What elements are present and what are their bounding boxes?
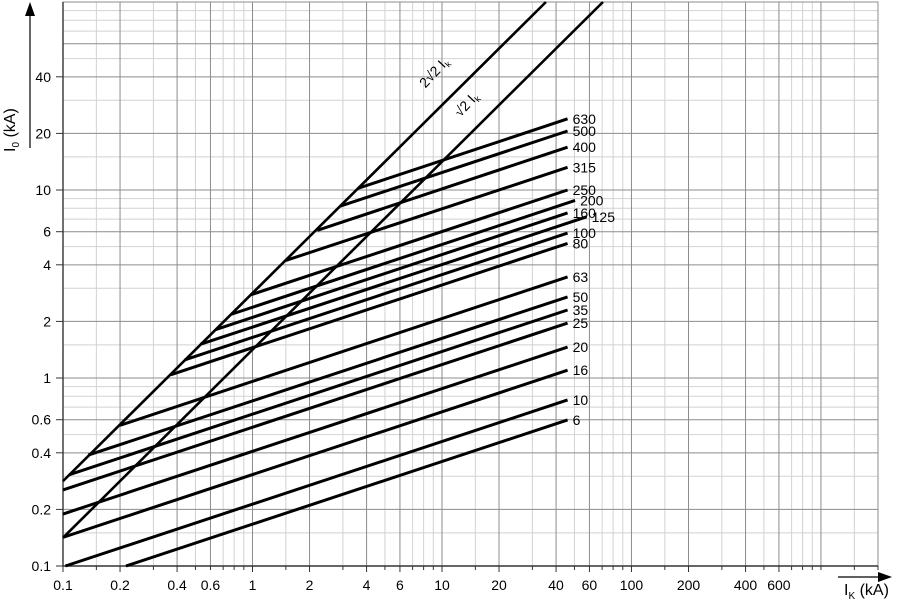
fuse-line-20 bbox=[62, 345, 569, 516]
y-tick-label: 4 bbox=[43, 257, 51, 273]
fuse-line-label-20: 20 bbox=[573, 339, 589, 355]
fuse-line-500 bbox=[339, 129, 569, 208]
reference-lines bbox=[62, 1, 604, 539]
fuse-line-63 bbox=[119, 275, 569, 427]
x-tick-label: 6 bbox=[396, 577, 404, 593]
fuse-line-label-400: 400 bbox=[573, 139, 597, 155]
fuse-line-label-63: 63 bbox=[573, 269, 589, 285]
grid-major bbox=[62, 1, 879, 567]
fuse-line-16 bbox=[62, 368, 569, 539]
x-tick-label: 400 bbox=[734, 577, 758, 593]
fuse-line-160 bbox=[215, 211, 569, 331]
axis-arrows bbox=[25, 2, 892, 582]
fuse-line-label-160: 160 bbox=[573, 205, 597, 221]
grid-minor bbox=[63, 2, 878, 566]
x-tick-label: 4 bbox=[363, 577, 371, 593]
plot-frame bbox=[62, 1, 879, 567]
y-tick-label: 0.4 bbox=[32, 445, 52, 461]
fuse-line-label-25: 25 bbox=[573, 315, 589, 331]
y-tick-label: 0.6 bbox=[32, 412, 52, 428]
axis-ticks bbox=[56, 76, 879, 572]
x-axis-arrow-head bbox=[878, 572, 892, 582]
x-tick-label: 60 bbox=[582, 577, 598, 593]
fuse-line-label-500: 500 bbox=[573, 123, 597, 139]
x-axis-unit: (kA) bbox=[855, 582, 889, 599]
x-tick-label: 0.4 bbox=[167, 577, 187, 593]
x-tick-labels: 0.1 0.2 0.4 0.6 1 2 4 6 10 20 40 60 100 200 400 600 bbox=[53, 577, 791, 593]
y-axis-symbol: I bbox=[2, 147, 19, 152]
y-axis-title: I0 (kA) bbox=[2, 108, 22, 152]
fuse-line-label-35: 35 bbox=[573, 302, 589, 318]
fuse-line-label-6: 6 bbox=[573, 412, 581, 428]
y-tick-label: 40 bbox=[35, 69, 51, 85]
y-tick-labels: 0.1 0.2 0.4 0.6 1 2 4 6 10 20 40 bbox=[32, 69, 52, 574]
fuse-line-400 bbox=[316, 145, 569, 232]
y-tick-label: 1 bbox=[43, 370, 51, 386]
fuse-line-6 bbox=[125, 418, 569, 568]
fuse-line-label-50: 50 bbox=[573, 289, 589, 305]
y-tick-label: 20 bbox=[35, 125, 51, 141]
x-tick-label: 10 bbox=[434, 577, 450, 593]
x-tick-label: 600 bbox=[767, 577, 791, 593]
fuse-line-label-250: 250 bbox=[573, 182, 597, 198]
fuse-line-25 bbox=[62, 321, 569, 492]
y-tick-label: 0.2 bbox=[32, 501, 52, 517]
y-tick-label: 0.1 bbox=[32, 558, 52, 574]
fuse-line-630 bbox=[357, 117, 569, 190]
fuse-line-label-125: 125 bbox=[592, 209, 616, 225]
fuse-line-200 bbox=[230, 199, 576, 316]
y-tick-label: 6 bbox=[43, 224, 51, 240]
fuse-line-label-200: 200 bbox=[580, 192, 604, 208]
fuse-line-label-10: 10 bbox=[573, 392, 589, 408]
y-axis-subscript: 0 bbox=[11, 141, 22, 148]
y-tick-label: 2 bbox=[43, 313, 51, 329]
x-axis-subscript: K bbox=[848, 591, 856, 600]
x-axis-title: IK (kA) bbox=[844, 582, 889, 600]
fuse-line-100 bbox=[184, 231, 569, 362]
fuse-line-50 bbox=[87, 295, 569, 457]
fuse-line-label-630: 630 bbox=[573, 111, 597, 127]
fuse-line-250 bbox=[250, 188, 569, 297]
fuse-line-10 bbox=[64, 398, 569, 568]
x-tick-label: 0.2 bbox=[110, 577, 130, 593]
fuse-line-80 bbox=[170, 241, 569, 377]
y-axis-unit: (kA) bbox=[2, 108, 19, 142]
fuse-line-label-315: 315 bbox=[573, 159, 597, 175]
x-axis-symbol: I bbox=[844, 582, 849, 599]
fuse-line-35 bbox=[68, 308, 569, 477]
fuse-line-label-16: 16 bbox=[573, 362, 589, 378]
y-tick-label: 10 bbox=[35, 182, 51, 198]
fuse-line-label-80: 80 bbox=[573, 235, 589, 251]
reference-line-peak-asymmetrical bbox=[62, 1, 547, 483]
x-tick-label: 2 bbox=[306, 577, 314, 593]
fuse-lines bbox=[62, 117, 588, 568]
reference-line-peak-symmetrical bbox=[62, 1, 604, 539]
plot-border bbox=[62, 1, 879, 567]
fuse-line-label-100: 100 bbox=[573, 225, 597, 241]
x-tick-label: 200 bbox=[677, 577, 701, 593]
x-tick-label: 40 bbox=[548, 577, 564, 593]
fuse-line-315 bbox=[285, 165, 569, 262]
fuse-line-125 bbox=[199, 215, 588, 346]
x-tick-label: 0.6 bbox=[201, 577, 221, 593]
x-tick-label: 1 bbox=[249, 577, 257, 593]
x-tick-label: 20 bbox=[491, 577, 507, 593]
x-tick-label: 100 bbox=[620, 577, 644, 593]
x-tick-label: 0.1 bbox=[53, 577, 73, 593]
y-axis-arrow-head bbox=[25, 2, 35, 16]
